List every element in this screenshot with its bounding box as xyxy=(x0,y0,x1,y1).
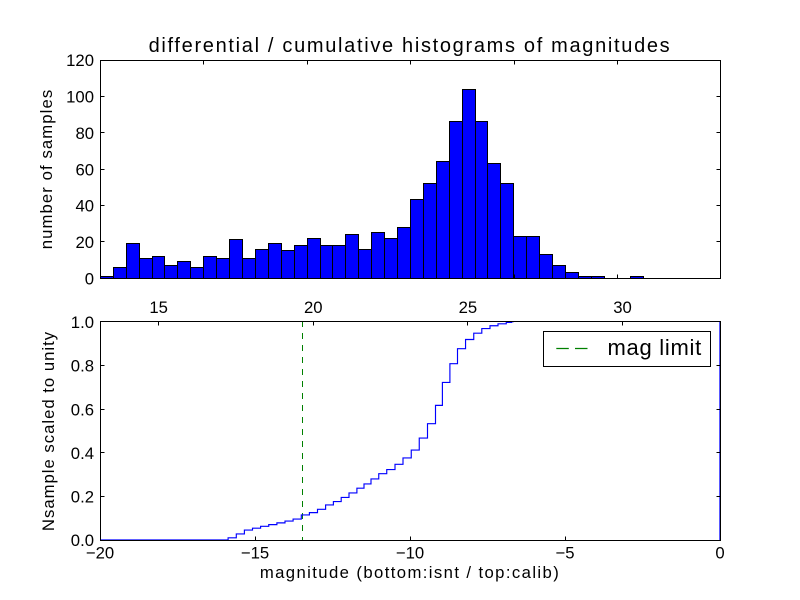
svg-text:20: 20 xyxy=(304,298,323,317)
svg-text:0: 0 xyxy=(715,544,724,563)
svg-text:magnitude (bottom:isnt / top:c: magnitude (bottom:isnt / top:calib) xyxy=(260,563,560,582)
svg-text:−20: −20 xyxy=(86,544,114,563)
svg-text:80: 80 xyxy=(75,124,94,143)
svg-text:number of samples: number of samples xyxy=(37,89,56,250)
svg-text:40: 40 xyxy=(75,197,94,216)
svg-text:−5: −5 xyxy=(555,544,574,563)
svg-text:60: 60 xyxy=(75,160,94,179)
svg-text:−10: −10 xyxy=(396,544,424,563)
svg-text:−15: −15 xyxy=(241,544,269,563)
svg-text:0.4: 0.4 xyxy=(71,444,94,463)
svg-text:0: 0 xyxy=(85,269,94,288)
svg-text:120: 120 xyxy=(66,51,94,70)
svg-text:0.8: 0.8 xyxy=(71,357,94,376)
svg-text:30: 30 xyxy=(613,298,632,317)
svg-text:0.6: 0.6 xyxy=(71,400,94,419)
svg-text:1.0: 1.0 xyxy=(71,313,94,332)
svg-text:100: 100 xyxy=(66,88,94,107)
svg-text:20: 20 xyxy=(75,233,94,252)
svg-text:mag limit: mag limit xyxy=(608,335,703,360)
svg-text:Nsample scaled to unity: Nsample scaled to unity xyxy=(39,331,58,531)
svg-text:15: 15 xyxy=(149,298,168,317)
svg-text:differential / cumulative hist: differential / cumulative histograms of … xyxy=(149,35,672,57)
svg-text:0.2: 0.2 xyxy=(71,488,94,507)
svg-text:25: 25 xyxy=(459,298,478,317)
svg-text:0.0: 0.0 xyxy=(71,531,94,550)
